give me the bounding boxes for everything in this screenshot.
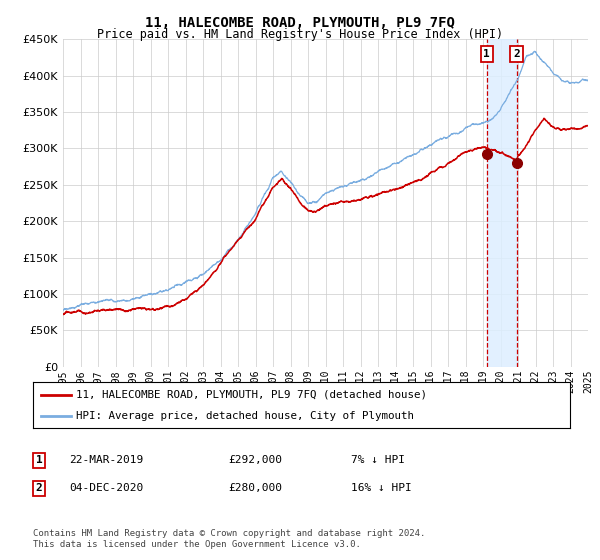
- Text: Contains HM Land Registry data © Crown copyright and database right 2024.
This d: Contains HM Land Registry data © Crown c…: [33, 529, 425, 549]
- Text: 2: 2: [513, 49, 520, 59]
- Text: 2: 2: [35, 483, 43, 493]
- Text: £280,000: £280,000: [228, 483, 282, 493]
- Bar: [487, 39, 517, 367]
- Text: HPI: Average price, detached house, City of Plymouth: HPI: Average price, detached house, City…: [76, 411, 414, 421]
- Text: 16% ↓ HPI: 16% ↓ HPI: [351, 483, 412, 493]
- Text: 1: 1: [484, 49, 490, 59]
- Text: Price paid vs. HM Land Registry's House Price Index (HPI): Price paid vs. HM Land Registry's House …: [97, 28, 503, 41]
- Text: 22-MAR-2019: 22-MAR-2019: [69, 455, 143, 465]
- Text: 11, HALECOMBE ROAD, PLYMOUTH, PL9 7FQ (detached house): 11, HALECOMBE ROAD, PLYMOUTH, PL9 7FQ (d…: [76, 390, 427, 400]
- Text: 1: 1: [35, 455, 43, 465]
- Text: 7% ↓ HPI: 7% ↓ HPI: [351, 455, 405, 465]
- Text: 04-DEC-2020: 04-DEC-2020: [69, 483, 143, 493]
- Text: £292,000: £292,000: [228, 455, 282, 465]
- Text: 11, HALECOMBE ROAD, PLYMOUTH, PL9 7FQ: 11, HALECOMBE ROAD, PLYMOUTH, PL9 7FQ: [145, 16, 455, 30]
